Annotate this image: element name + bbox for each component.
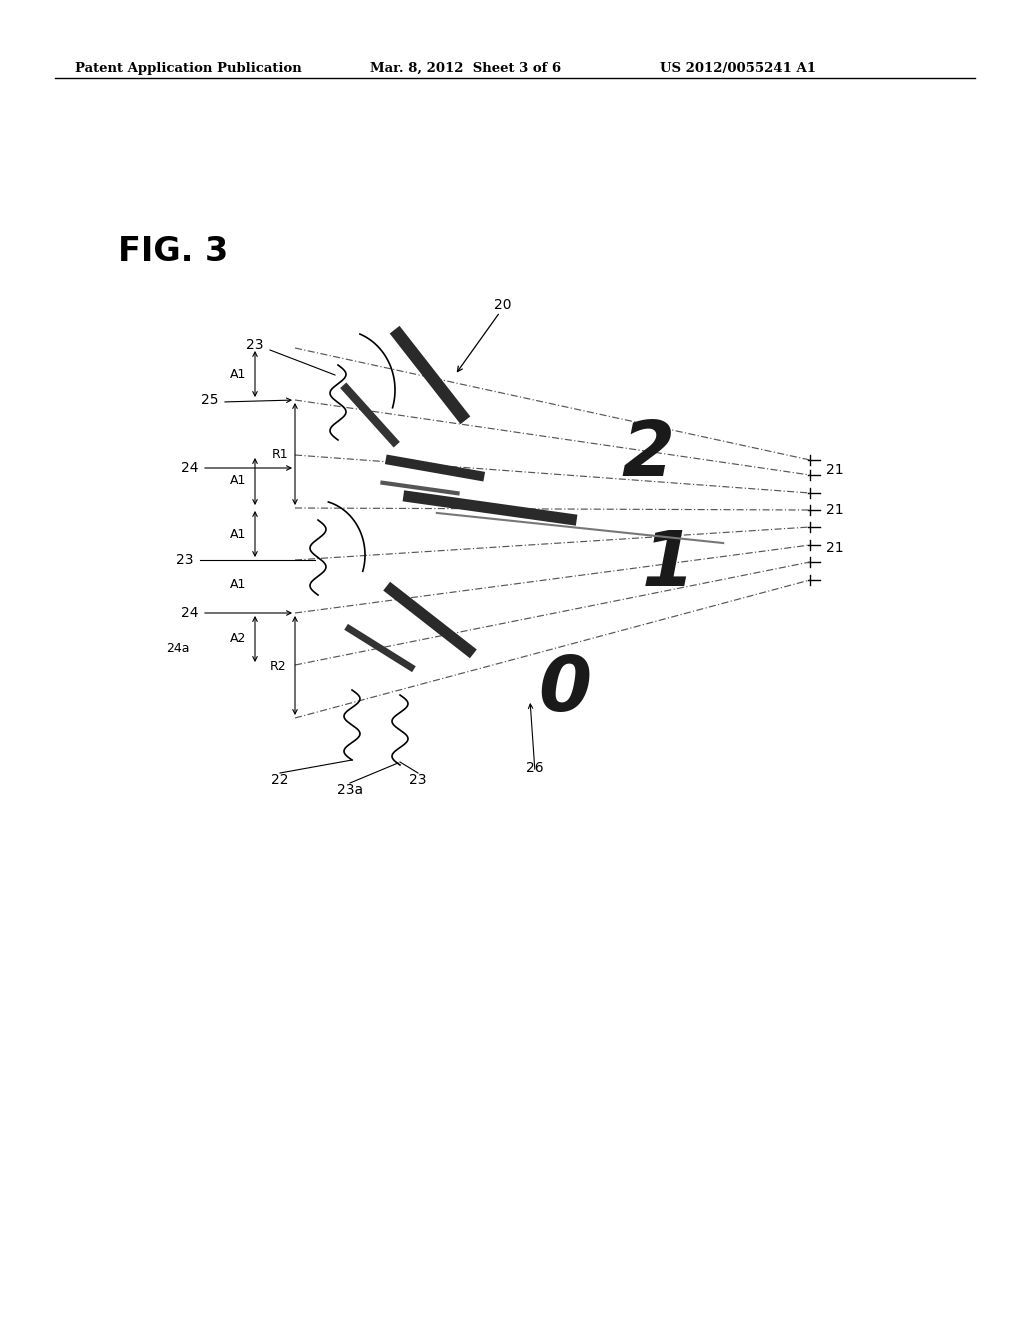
Text: 23: 23 [410, 774, 427, 787]
Text: 25: 25 [202, 393, 219, 407]
Text: A1: A1 [229, 578, 246, 590]
Text: 21: 21 [826, 503, 844, 517]
Text: 21: 21 [826, 541, 844, 554]
Text: 24: 24 [181, 606, 199, 620]
Text: A1: A1 [229, 528, 246, 540]
Text: A1: A1 [229, 474, 246, 487]
Text: 1: 1 [641, 528, 694, 602]
Text: 24: 24 [181, 461, 199, 475]
Text: FIG. 3: FIG. 3 [118, 235, 228, 268]
Text: 26: 26 [526, 762, 544, 775]
Text: 0: 0 [539, 653, 592, 727]
Text: R1: R1 [271, 447, 289, 461]
Text: Mar. 8, 2012  Sheet 3 of 6: Mar. 8, 2012 Sheet 3 of 6 [370, 62, 561, 75]
Text: 23a: 23a [337, 783, 364, 797]
Text: 24a: 24a [166, 642, 189, 655]
Text: R2: R2 [269, 660, 287, 672]
Text: 23: 23 [246, 338, 264, 352]
Text: US 2012/0055241 A1: US 2012/0055241 A1 [660, 62, 816, 75]
Text: 23: 23 [176, 553, 194, 568]
Text: 21: 21 [826, 463, 844, 477]
Text: 22: 22 [271, 774, 289, 787]
Text: A1: A1 [229, 367, 246, 380]
Text: A2: A2 [229, 632, 246, 645]
Text: 2: 2 [622, 418, 675, 492]
Text: Patent Application Publication: Patent Application Publication [75, 62, 302, 75]
Text: 20: 20 [495, 298, 512, 312]
